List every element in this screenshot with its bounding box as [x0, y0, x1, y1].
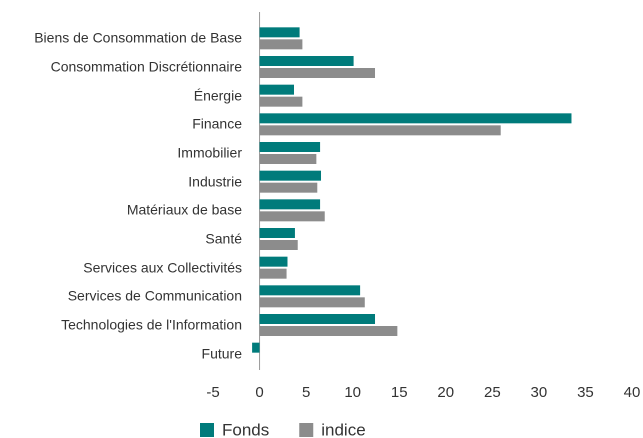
bar [259, 125, 501, 136]
category-label: Santé [205, 230, 242, 247]
x-tick-label: 0 [255, 384, 263, 401]
x-tick-label: 35 [577, 384, 594, 401]
bar [259, 68, 376, 78]
category-label: Biens de Consommation de Base [34, 29, 242, 46]
bar [259, 326, 398, 336]
category-label: Consommation Discrétionnaire [50, 58, 242, 75]
category-label: Matériaux de base [126, 201, 242, 218]
bar [259, 56, 354, 66]
bar [259, 84, 295, 95]
bar [259, 285, 361, 296]
x-tick-label: 5 [302, 384, 310, 401]
bar [259, 142, 321, 152]
legend-swatch [299, 423, 314, 437]
bar [259, 268, 287, 279]
bar [259, 27, 300, 38]
category-label: Finance [192, 115, 242, 132]
x-tick-label: 40 [624, 384, 641, 401]
category-label: Industrie [188, 173, 242, 190]
x-tick-label: -5 [206, 384, 219, 401]
x-tick-label: 30 [531, 384, 548, 401]
x-tick-label: 20 [437, 384, 454, 401]
bar [259, 240, 298, 250]
category-label: Technologies de l'Information [61, 316, 242, 333]
category-label: Services aux Collectivités [83, 259, 242, 276]
bar [259, 154, 317, 164]
legend-label: indice [321, 420, 365, 438]
category-label: Future [201, 345, 242, 362]
bar [259, 39, 303, 50]
x-tick-label: 25 [484, 384, 501, 401]
bar [259, 314, 376, 324]
bar [259, 199, 321, 210]
bar [259, 297, 365, 308]
bar [259, 256, 288, 267]
bar [259, 182, 318, 193]
category-label: Immobilier [177, 144, 242, 161]
bar [259, 211, 325, 222]
bar [259, 228, 295, 238]
legend-swatch [200, 423, 214, 437]
bar [259, 113, 572, 124]
bar [259, 96, 303, 107]
category-label: Services de Communication [67, 287, 242, 304]
bar [252, 342, 260, 353]
x-tick-label: 10 [344, 384, 361, 401]
category-label: Énergie [193, 87, 242, 104]
legend-label: Fonds [222, 420, 269, 438]
x-tick-label: 15 [391, 384, 408, 401]
bar [259, 170, 322, 181]
